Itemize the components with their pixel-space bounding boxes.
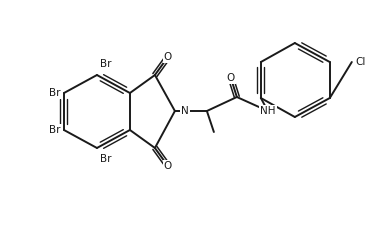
Text: Br: Br (100, 154, 112, 164)
Text: O: O (227, 73, 235, 83)
Text: O: O (164, 161, 172, 171)
Text: Cl: Cl (356, 57, 366, 67)
Text: NH: NH (260, 106, 276, 116)
Text: O: O (164, 52, 172, 62)
Text: Br: Br (49, 88, 61, 98)
Text: N: N (181, 106, 189, 116)
Text: Br: Br (100, 59, 112, 69)
Text: Br: Br (49, 125, 61, 135)
